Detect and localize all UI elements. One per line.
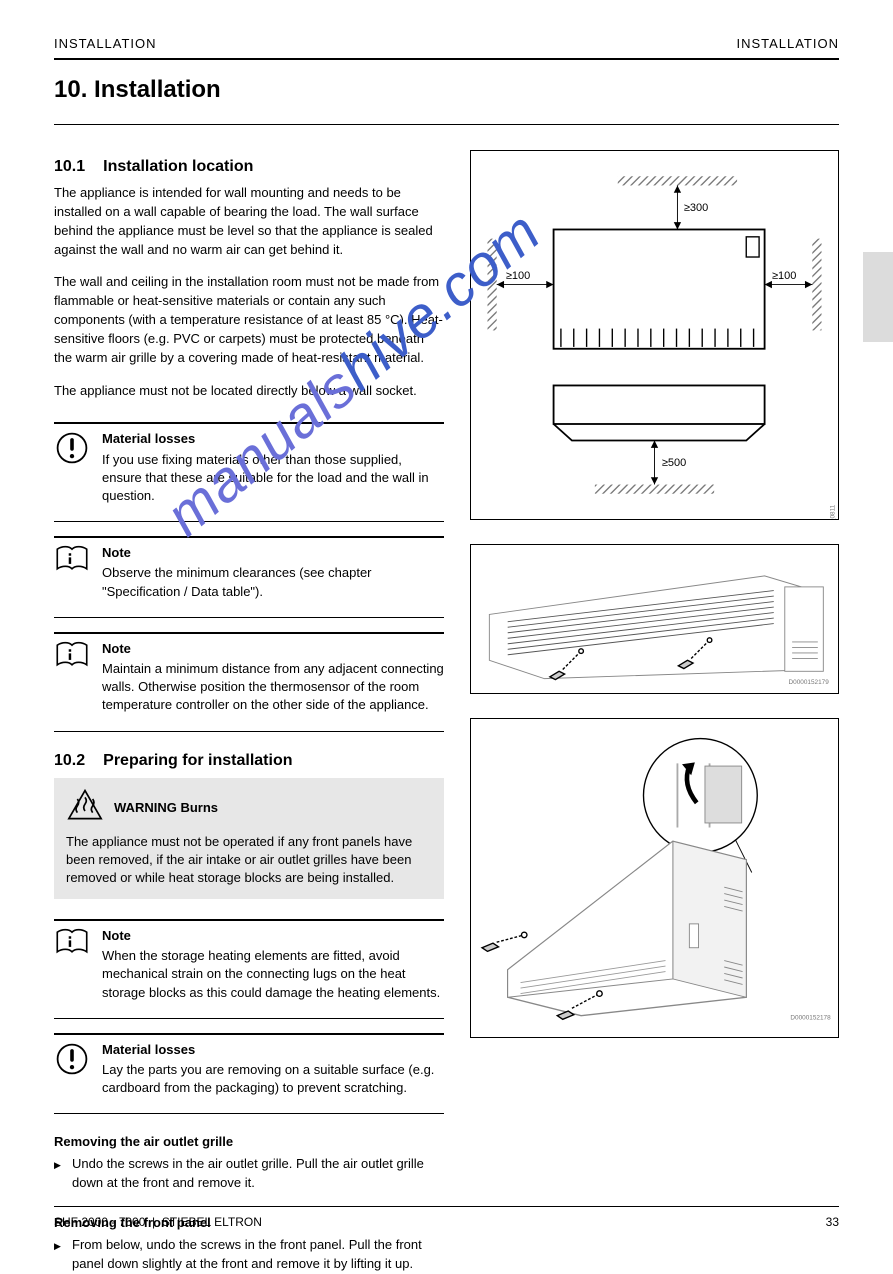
manual-icon xyxy=(54,544,90,579)
gap-right: ≥100 xyxy=(772,270,796,282)
note-adjacent: Note Maintain a minimum distance from an… xyxy=(54,640,444,715)
page-title: 10. Installation xyxy=(54,76,221,104)
callout-material-loss-1: Material losses If you use fixing materi… xyxy=(54,430,444,505)
manual-icon xyxy=(54,640,90,675)
left-column: 10.1 Installation location The appliance… xyxy=(54,150,444,1183)
right-column: ≥300 ≥100 ≥100 ≥500 26_03_01 xyxy=(470,150,839,1183)
step: From below, undo the screws in the front… xyxy=(54,1236,444,1274)
para: The wall and ceiling in the installation… xyxy=(54,273,444,367)
exclaim-icon xyxy=(54,430,90,471)
heat-warning-icon xyxy=(66,788,104,827)
page-number: 33 xyxy=(826,1215,839,1229)
svg-text:26_03_01_0811: 26_03_01_0811 xyxy=(829,504,836,519)
note-clearances: Note Observe the minimum clearances (see… xyxy=(54,544,444,601)
gap-top: ≥300 xyxy=(684,202,708,214)
rule-2 xyxy=(54,124,839,125)
footer: SHF 2000 - 7000 | STIEBEL ELTRON 33 xyxy=(54,1206,839,1229)
svg-text:D0000152178: D0000152178 xyxy=(790,1014,831,1021)
para: The appliance is intended for wall mount… xyxy=(54,184,444,259)
gap-left: ≥100 xyxy=(506,270,530,282)
figure-clearances: ≥300 ≥100 ≥100 ≥500 26_03_01 xyxy=(470,150,839,520)
para: The appliance must not be located direct… xyxy=(54,382,444,401)
section-10-1: 10.1 Installation location xyxy=(54,158,444,176)
note-heating-elements: Note When the storage heating elements a… xyxy=(54,927,444,1002)
header-left: INSTALLATION xyxy=(54,36,157,51)
header: INSTALLATION Installation xyxy=(54,36,839,51)
figure-frontpanel: D0000152178 xyxy=(470,718,839,1038)
callout-material-loss-2: Material losses Lay the parts you are re… xyxy=(54,1041,444,1098)
gap-bottom: ≥500 xyxy=(662,457,686,469)
step: Undo the screws in the air outlet grille… xyxy=(54,1155,444,1193)
exclaim-icon xyxy=(54,1041,90,1082)
warning-burns: WARNING Burns The appliance must not be … xyxy=(54,778,444,900)
figure-grille: D0000152179 xyxy=(470,544,839,694)
rule-top xyxy=(54,58,839,60)
svg-text:D0000152179: D0000152179 xyxy=(789,679,830,686)
section-10-2: 10.2 Preparing for installation xyxy=(54,752,444,770)
manual-icon xyxy=(54,927,90,962)
header-right: Installation xyxy=(736,36,839,51)
lang-tab xyxy=(863,252,893,342)
subheading-grille: Removing the air outlet grille xyxy=(54,1134,444,1149)
